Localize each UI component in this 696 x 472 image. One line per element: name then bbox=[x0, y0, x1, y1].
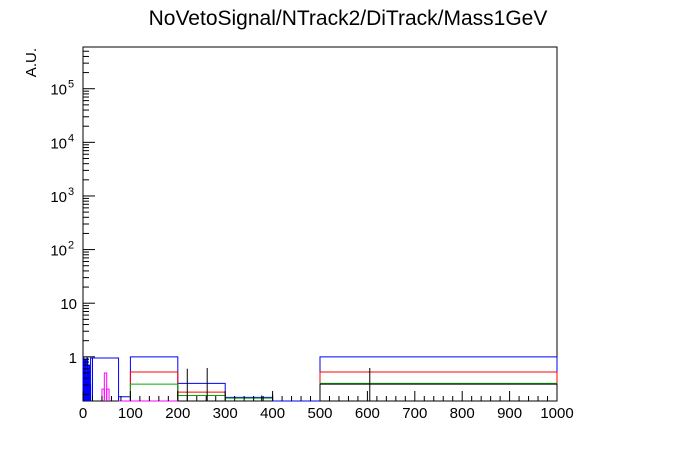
x-tick-label: 600 bbox=[355, 405, 380, 422]
histogram-bin-s0-b15 bbox=[319, 356, 558, 401]
x-tick-label: 1000 bbox=[540, 405, 573, 422]
x-tick-label: 100 bbox=[118, 405, 143, 422]
x-tick-label: 800 bbox=[450, 405, 475, 422]
chart-title: NoVetoSignal/NTrack2/DiTrack/Mass1GeV bbox=[149, 7, 548, 30]
y-tick-exponent: 4 bbox=[68, 132, 74, 144]
histogram-bin-s1-b1 bbox=[177, 391, 226, 401]
x-tick-label: 300 bbox=[213, 405, 238, 422]
y-tick-label: 10 bbox=[50, 82, 67, 99]
histogram-bin-s1-b2 bbox=[319, 371, 558, 401]
x-tick-label: 200 bbox=[165, 405, 190, 422]
error-bar-layer bbox=[186, 367, 371, 401]
y-tick-exponent: 2 bbox=[68, 240, 74, 252]
histogram-bin-s4-b2 bbox=[106, 388, 110, 401]
histogram-bin-s1-b0 bbox=[129, 371, 179, 401]
histogram-bin-s2-b1 bbox=[177, 394, 226, 401]
x-axis: 0 100 200 300 400 500 600 700 800 900 1000 bbox=[79, 391, 574, 422]
histogram-bin-s2-b3 bbox=[319, 382, 558, 401]
histogram-bin-s0-b10 bbox=[118, 396, 131, 401]
y-axis-label: A.U. bbox=[23, 48, 40, 77]
histogram-bin-s0-b9 bbox=[91, 357, 120, 401]
x-tick-label: 500 bbox=[307, 405, 332, 422]
x-tick-label: 0 bbox=[79, 405, 87, 422]
histogram-bin-s4-b1 bbox=[103, 372, 108, 401]
y-tick-label: 10 bbox=[50, 243, 67, 260]
x-tick-label: 400 bbox=[260, 405, 285, 422]
x-tick-label: 700 bbox=[402, 405, 427, 422]
y-tick-exponent: 3 bbox=[68, 186, 74, 198]
histogram-bin-s0-b6 bbox=[88, 364, 91, 401]
x-tick-label: 900 bbox=[497, 405, 522, 422]
y-tick-label: 10 bbox=[50, 189, 67, 206]
y-tick-exponent: 5 bbox=[68, 79, 74, 91]
y-tick-label: 10 bbox=[50, 135, 67, 152]
histogram-bin-s2-b0 bbox=[129, 383, 179, 401]
y-tick-label: 10 bbox=[60, 296, 77, 313]
y-tick-label: 1 bbox=[69, 350, 77, 367]
histogram-bin-s3-b0 bbox=[319, 383, 558, 401]
plot-frame bbox=[82, 46, 558, 402]
histogram-bin-s0-b11 bbox=[129, 356, 179, 401]
